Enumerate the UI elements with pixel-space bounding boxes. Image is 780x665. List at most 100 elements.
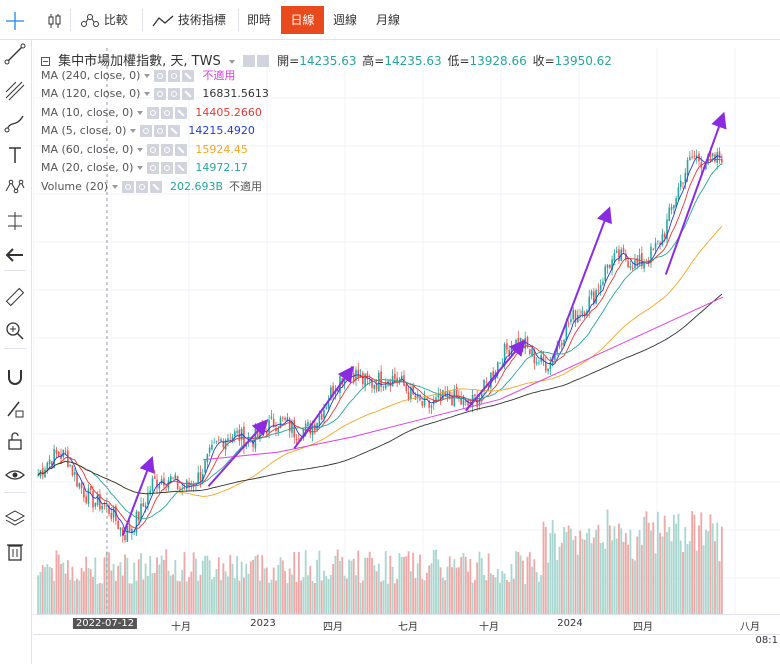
volume-bar [718,561,721,614]
settings-icon[interactable] [161,107,174,119]
legend-dropdown-icon[interactable] [137,111,144,115]
pitchfork-icon[interactable] [4,80,26,102]
realtime-button[interactable]: 即時 [241,6,277,34]
candle-body [350,371,353,374]
volume-bar [46,564,49,614]
volume-bar [238,580,241,614]
legend-dropdown-icon[interactable] [137,166,144,170]
candle-body [231,436,234,443]
brush-icon[interactable] [4,112,26,134]
volume-bar [460,556,463,614]
eye-toggle-icon[interactable] [154,88,167,100]
monthly-button[interactable]: 月線 [370,6,406,34]
volume-bar [592,537,595,614]
settings-icon[interactable] [168,70,181,82]
trash-icon[interactable] [4,540,26,562]
settings-icon[interactable] [168,88,181,100]
eye-toggle-icon[interactable] [147,107,160,119]
candle-body [574,310,577,323]
measure-icon[interactable] [4,210,26,232]
legend-dropdown-icon[interactable] [137,148,144,152]
settings-icon[interactable] [257,55,269,67]
volume-bar [224,571,227,614]
compare-button[interactable]: 比較 [74,6,134,34]
volume-bar [615,538,618,614]
candlestick-type-button[interactable] [40,6,70,34]
candle-body [101,505,103,510]
close-icon[interactable] [150,181,162,193]
pattern-icon[interactable] [4,176,26,198]
volume-bar [284,570,287,614]
trend-arrows [121,111,727,536]
volume-bar [174,559,177,614]
layers-icon[interactable] [4,508,26,530]
settings-icon[interactable] [161,162,174,174]
x-tick-label: 八月 [740,622,760,633]
close-icon[interactable] [175,107,188,119]
candle-body [309,423,312,434]
eye-icon[interactable] [4,464,26,486]
indicators-button[interactable]: 技術指標 [146,6,232,34]
candle-body [282,417,284,419]
volume-bar [451,567,453,614]
pencil-lock-icon[interactable] [4,398,26,420]
eye-toggle-icon[interactable] [243,55,255,67]
x-tick-label: 2024 [557,618,583,629]
candle-body [396,377,398,382]
price-chart[interactable] [33,48,780,614]
volume-bar [684,526,687,614]
weekly-button[interactable]: 週線 [327,6,363,34]
crosshair-icon[interactable] [4,10,26,32]
volume-bar [135,580,138,614]
candle-body [615,250,618,253]
candle-body [112,506,115,518]
moving-averages [37,155,724,533]
candle-body [531,348,533,357]
collapse-icon[interactable] [41,57,50,66]
close-icon[interactable] [175,144,188,156]
arrow-left-icon[interactable] [4,244,26,266]
eye-toggle-icon[interactable] [122,181,134,193]
legend-dropdown-icon[interactable] [144,92,151,96]
magnet-icon[interactable] [4,366,26,388]
close-icon[interactable] [175,162,188,174]
lock-icon[interactable] [4,430,26,452]
zoom-in-icon[interactable] [4,320,26,342]
chart-area[interactable]: 集中市場加權指數, 天, TWS 開=14235.63 高=14235.63 低… [33,48,780,614]
volume-bar [384,551,387,614]
x-tick-label: 四月 [633,622,653,633]
candle-body [410,387,412,399]
candle-body [142,503,145,507]
toolbar-divider [4,270,26,271]
trendline-icon[interactable] [4,43,26,65]
settings-icon[interactable] [161,144,174,156]
volume-bar [702,545,705,614]
legend-dropdown-icon[interactable] [112,185,118,189]
settings-icon[interactable] [154,125,167,137]
candle-body [581,310,584,315]
settings-icon[interactable] [136,181,148,193]
close-icon[interactable] [182,88,195,100]
close-icon[interactable] [182,70,195,82]
eye-toggle-icon[interactable] [147,144,160,156]
candle-body [332,385,334,396]
eye-toggle-icon[interactable] [147,162,160,174]
legend-dropdown-icon[interactable] [144,74,151,78]
volume-bar [510,564,513,614]
candle-body [371,378,373,388]
close-icon[interactable] [168,125,181,137]
volume-bar [501,571,504,614]
volume-bar [37,575,40,614]
text-icon[interactable] [4,144,26,166]
candle-body [48,459,51,465]
ruler-icon[interactable] [4,286,26,308]
volume-bar [375,571,378,614]
symbol-dropdown-icon[interactable] [228,59,235,64]
volume-bar [199,574,202,614]
eye-toggle-icon[interactable] [154,70,167,82]
candle-body [572,309,575,320]
eye-toggle-icon[interactable] [140,125,153,137]
candle-body [76,472,78,487]
legend-dropdown-icon[interactable] [130,129,137,133]
daily-button[interactable]: 日線 [281,6,324,34]
